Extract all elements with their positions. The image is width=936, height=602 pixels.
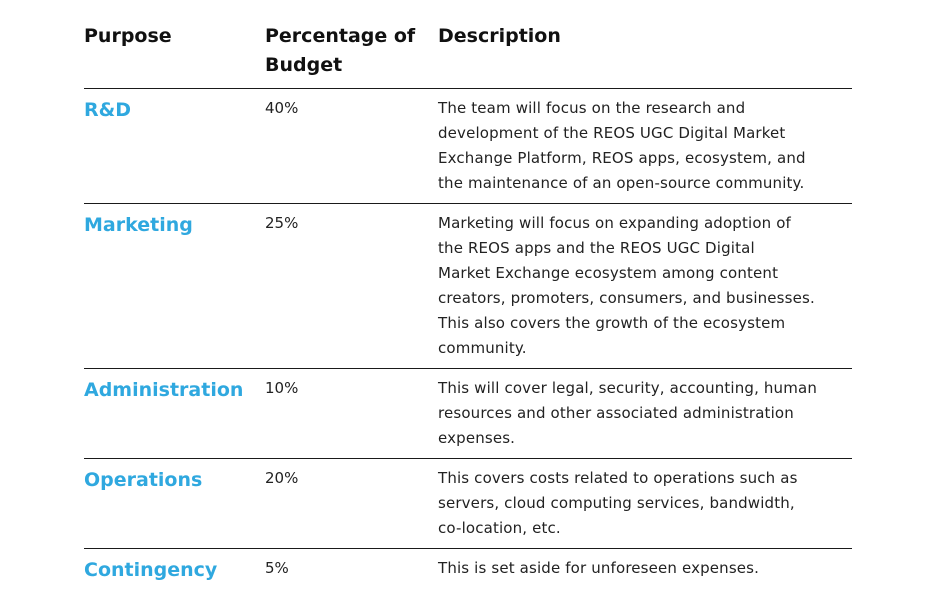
table-row: Contingency 5% This is set aside for unf… — [84, 549, 852, 595]
table-row: Administration 10% This will cover legal… — [84, 369, 852, 459]
description-line: This is set aside for unforeseen expense… — [438, 559, 760, 577]
description-line: resources and other associated administr… — [438, 404, 794, 422]
header-purpose: Purpose — [84, 22, 265, 88]
header-percentage-label-line1: Percentage of — [265, 25, 416, 47]
header-description-label: Description — [438, 25, 561, 47]
percentage-cell: 20% — [265, 469, 299, 487]
table-row: R&D 40% The team will focus on the resea… — [84, 89, 852, 204]
description-line: Market Exchange ecosystem among content — [438, 264, 779, 282]
purpose-cell: Administration — [84, 379, 244, 401]
purpose-cell: Marketing — [84, 214, 193, 236]
budget-allocation-table: Purpose Percentage of Budget Description… — [84, 22, 852, 595]
description-line: This covers costs related to operations … — [438, 469, 798, 487]
description-line: creators, promoters, consumers, and busi… — [438, 289, 815, 307]
table-row: Marketing 25% Marketing will focus on ex… — [84, 204, 852, 369]
table-header-row: Purpose Percentage of Budget Description — [84, 22, 852, 89]
description-line: community. — [438, 339, 527, 357]
description-line: development of the REOS UGC Digital Mark… — [438, 124, 786, 142]
description-cell: This is set aside for unforeseen expense… — [438, 549, 852, 595]
description-cell: Marketing will focus on expanding adopti… — [438, 204, 852, 368]
header-purpose-label: Purpose — [84, 25, 172, 47]
header-percentage-label-line2: Budget — [265, 54, 343, 76]
description-line: the maintenance of an open-source commun… — [438, 174, 805, 192]
description-line: This also covers the growth of the ecosy… — [438, 314, 786, 332]
percentage-cell: 25% — [265, 214, 299, 232]
header-percentage: Percentage of Budget — [265, 22, 438, 88]
description-line: expenses. — [438, 429, 516, 447]
percentage-cell: 5% — [265, 559, 289, 577]
percentage-cell: 10% — [265, 379, 299, 397]
header-description: Description — [438, 22, 852, 88]
purpose-cell: Operations — [84, 469, 203, 491]
description-line: the REOS apps and the REOS UGC Digital — [438, 239, 755, 257]
purpose-cell: R&D — [84, 99, 131, 121]
description-line: co-location, etc. — [438, 519, 561, 537]
purpose-cell: Contingency — [84, 559, 218, 581]
description-cell: This will cover legal, security, account… — [438, 369, 852, 458]
description-cell: This covers costs related to operations … — [438, 459, 852, 548]
percentage-cell: 40% — [265, 99, 299, 117]
description-cell: The team will focus on the research and … — [438, 89, 852, 203]
description-line: This will cover legal, security, account… — [438, 379, 817, 397]
description-line: servers, cloud computing services, bandw… — [438, 494, 795, 512]
description-line: Marketing will focus on expanding adopti… — [438, 214, 791, 232]
description-line: The team will focus on the research and — [438, 99, 746, 117]
table-row: Operations 20% This covers costs related… — [84, 459, 852, 549]
description-line: Exchange Platform, REOS apps, ecosystem,… — [438, 149, 806, 167]
